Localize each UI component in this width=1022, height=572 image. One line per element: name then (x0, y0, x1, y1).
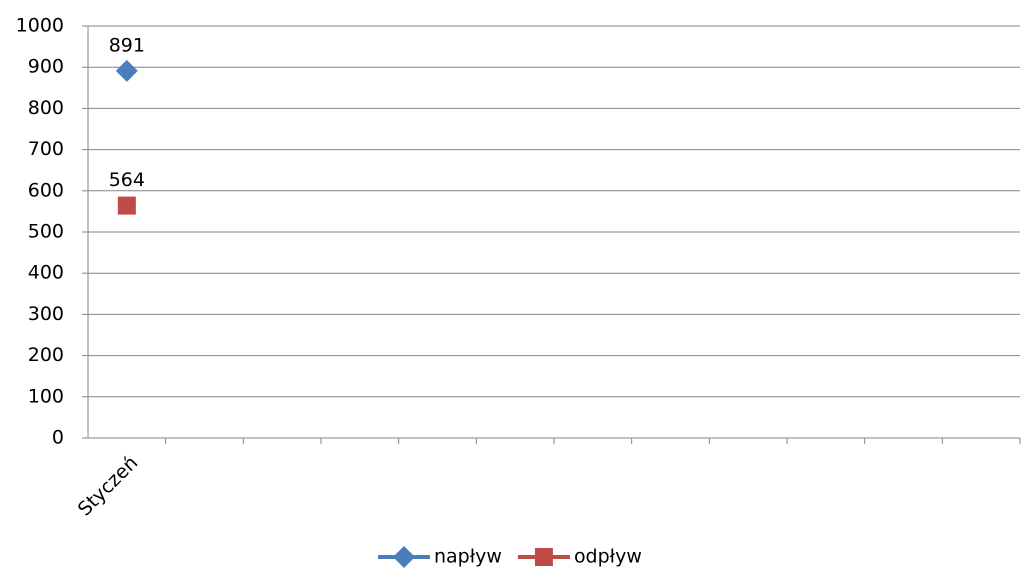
y-tick-label: 900 (28, 56, 64, 78)
y-tick-label: 600 (28, 179, 64, 201)
marker (393, 546, 415, 568)
y-tick-label: 100 (28, 385, 64, 407)
x-tick-label: Styczeń (74, 452, 143, 521)
marker (117, 196, 136, 215)
legend-item: odpływ (517, 546, 642, 568)
data-label: 891 (109, 34, 145, 56)
legend-label: odpływ (574, 546, 642, 568)
y-tick-label: 300 (28, 303, 64, 325)
y-tick-label: 200 (28, 344, 64, 366)
marker (115, 59, 138, 82)
y-tick-label: 500 (28, 221, 64, 243)
y-tick-label: 800 (28, 97, 64, 119)
legend-label: napływ (434, 546, 502, 568)
legend-item: napływ (378, 546, 502, 568)
data-label: 564 (109, 169, 145, 191)
y-tick-label: 700 (28, 138, 64, 160)
y-tick-label: 400 (28, 262, 64, 284)
marker (534, 548, 553, 566)
y-tick-label: 0 (52, 427, 64, 449)
y-tick-label: 1000 (16, 15, 64, 37)
